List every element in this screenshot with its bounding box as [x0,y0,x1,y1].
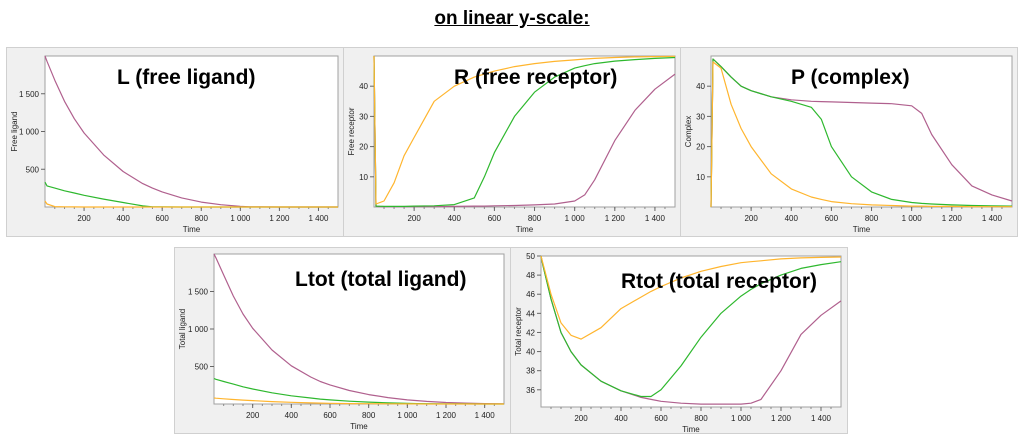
series-line-green [373,55,676,207]
x-axis-label: Time [516,225,534,234]
chart-svg: 200 400 600 800 1 000 1 200 1 400 10 20 30 40 Time F… [347,55,676,234]
y-tick-label: 48 [526,271,535,280]
plot-area [44,55,339,208]
series-line-orange [540,255,842,340]
x-tick-label: 1 200 [436,411,457,420]
x-tick-label: 800 [362,411,376,420]
x-tick-label: 800 [865,214,879,223]
x-tick-label: 1 000 [731,414,752,423]
y-tick-label: 1 500 [19,90,40,99]
plot-area [540,255,842,408]
x-tick-label: 600 [323,411,337,420]
chart-panel-total-receptor: 200 400 600 800 1 000 1 200 1 400 36 38 40 42 44 46 4… [510,247,848,434]
x-tick-label: 1 000 [565,214,586,223]
chart-panel-total-ligand: 200 400 600 800 1 000 1 200 1 400 500 1 000 1 500… [174,247,511,434]
y-tick-label: 44 [526,309,535,318]
series-line-purple [213,253,505,405]
y-axis-label: Free receptor [347,107,356,155]
x-axis-label: Time [682,425,700,434]
plot-area [710,55,1013,208]
y-axis-label: Free ligand [10,111,19,151]
x-tick-label: 1 000 [397,411,418,420]
chart-panel-free-receptor: 200 400 600 800 1 000 1 200 1 400 10 20 30 40 Time F… [343,47,681,237]
y-tick-label: 1 000 [188,325,209,334]
y-tick-label: 40 [359,82,368,91]
x-axis-label: Time [853,225,871,234]
x-tick-label: 400 [785,214,799,223]
x-tick-label: 1 000 [902,214,923,223]
page-title: on linear y-scale: [434,8,590,29]
x-tick-label: 400 [448,214,462,223]
x-tick-label: 200 [246,411,260,420]
x-tick-label: 400 [116,214,130,223]
x-tick-label: 1 400 [982,214,1003,223]
chart-title: Rtot (total receptor) [621,270,817,293]
y-tick-label: 36 [526,386,535,395]
y-tick-label: 30 [696,112,705,121]
x-tick-label: 400 [285,411,299,420]
y-tick-label: 42 [526,328,535,337]
x-tick-label: 200 [77,214,91,223]
x-tick-label: 600 [488,214,502,223]
y-tick-label: 20 [696,143,705,152]
chart-title: Ltot (total ligand) [295,268,467,291]
y-axis-label: Total receptor [514,307,523,356]
series-line-orange [44,200,338,208]
x-tick-label: 1 400 [811,414,832,423]
x-tick-label: 1 200 [771,414,792,423]
x-tick-label: 1 000 [230,214,251,223]
y-tick-label: 46 [526,290,535,299]
x-tick-label: 1 400 [308,214,329,223]
x-tick-label: 1 400 [645,214,666,223]
x-tick-label: 200 [744,214,758,223]
y-tick-label: 40 [526,348,535,357]
x-tick-label: 1 200 [269,214,290,223]
y-tick-label: 1 500 [188,288,209,297]
x-tick-label: 800 [528,214,542,223]
y-axis-label: Total ligand [178,309,187,349]
chart-svg: 200 400 600 800 1 000 1 200 1 400 500 1 000 1 500… [178,253,505,431]
chart-svg: 200 400 600 800 1 000 1 200 1 400 500 1 000 1 500… [10,55,339,234]
x-tick-label: 1 200 [605,214,626,223]
chart-title: P (complex) [791,66,910,89]
x-axis-label: Time [350,422,368,431]
y-tick-label: 40 [696,82,705,91]
x-tick-label: 800 [694,414,708,423]
chart-title: L (free ligand) [117,66,256,89]
x-tick-label: 600 [825,214,839,223]
x-tick-label: 600 [156,214,170,223]
chart-svg: 200 400 600 800 1 000 1 200 1 400 36 38 40 42 44 46 4… [514,252,842,434]
series-line-green [540,255,842,398]
chart-panel-free-ligand: 200 400 600 800 1 000 1 200 1 400 500 1 000 1 500… [6,47,344,237]
x-tick-label: 600 [654,414,668,423]
x-tick-label: 800 [195,214,209,223]
plot-area [213,253,505,405]
x-axis-label: Time [183,225,201,234]
x-tick-label: 200 [407,214,421,223]
chart-panel-complex: 200 400 600 800 1 000 1 200 1 400 10 20 30 40 Time C… [680,47,1018,237]
y-tick-label: 1 000 [19,128,40,137]
series-line-orange [710,61,1012,208]
y-tick-label: 30 [359,112,368,121]
y-tick-label: 38 [526,367,535,376]
y-tick-label: 10 [696,173,705,182]
chart-svg: 200 400 600 800 1 000 1 200 1 400 10 20 30 40 Time C… [684,55,1013,234]
series-line-green [710,58,1013,208]
series-line-orange [213,397,504,405]
plot-area [373,55,676,208]
series-line-orange [373,55,676,205]
y-axis-label: Complex [684,116,693,148]
y-tick-label: 500 [26,165,40,174]
x-tick-label: 1 400 [475,411,496,420]
chart-title: R (free receptor) [454,66,618,89]
y-tick-label: 500 [195,363,209,372]
y-tick-label: 20 [359,143,368,152]
x-tick-label: 1 200 [942,214,963,223]
y-tick-label: 50 [526,252,535,261]
x-tick-label: 400 [614,414,628,423]
y-tick-label: 10 [359,173,368,182]
x-tick-label: 200 [574,414,588,423]
